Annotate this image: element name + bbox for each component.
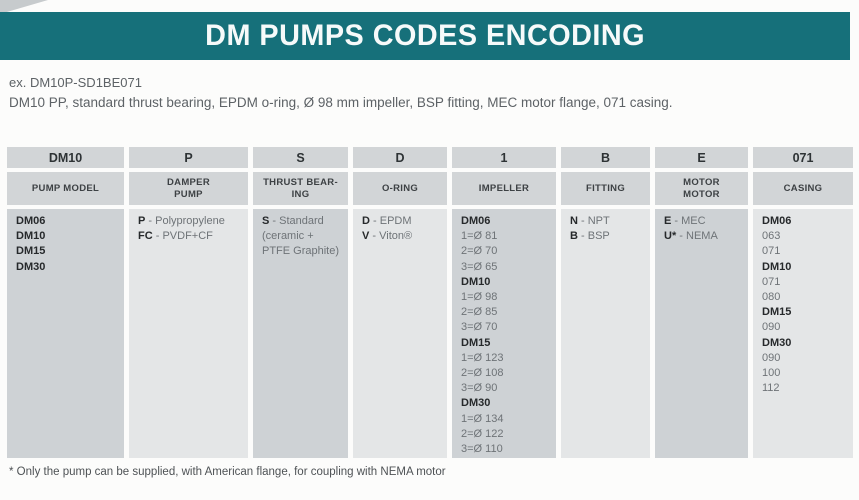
cell-line: DM15 [16, 245, 46, 258]
column-name-header: IMPELLER [452, 172, 556, 205]
column-name-header: MOTOR MOTOR [655, 172, 748, 205]
table-column-E: E MOTOR MOTOR E - MEC U* - NEMA [655, 147, 748, 458]
cell-line: 2=Ø 122 [461, 427, 504, 440]
cell-line: 100 [762, 367, 781, 380]
column-name-header: THRUST BEAR- ING [253, 172, 348, 205]
column-code-header: 071 [753, 147, 853, 168]
table-column-1: 1 IMPELLER DM06 1=Ø 81 2=Ø 70 3=Ø 65 DM10 1=Ø 9… [452, 147, 556, 458]
cell-line: DM10 [461, 275, 491, 288]
column-name-header: O-RING [353, 172, 447, 205]
cell-line: 080 [762, 291, 781, 304]
cell-line: P - Polypropylene [138, 215, 225, 227]
column-code-header: DM10 [7, 147, 124, 168]
cell-line: DM10 [16, 230, 46, 243]
footnote: * Only the pump can be supplied, with Am… [9, 466, 446, 478]
codes-table: DM10 PUMP MODEL DM06 DM10 DM15 DM30 P DAMPER PU… [7, 147, 853, 458]
cell-line: DM30 [762, 336, 792, 349]
table-column-DM10: DM10 PUMP MODEL DM06 DM10 DM15 DM30 [7, 147, 124, 458]
column-body-cell: DM06 1=Ø 81 2=Ø 70 3=Ø 65 DM10 1=Ø 98 2=Ø 85 3=… [452, 209, 556, 458]
column-name-header: FITTING [561, 172, 650, 205]
cell-line: 2=Ø 70 [461, 245, 498, 258]
cell-line: 071 [762, 245, 781, 258]
column-body-cell: D - EPDM V - Viton® [353, 209, 447, 458]
cell-line: 090 [762, 321, 781, 334]
column-code-header: P [129, 147, 248, 168]
table-column-071: 071 CASING DM06 063 071 DM10 071 080 DM15 090 DM30… [753, 147, 853, 458]
cell-line: 3=Ø 90 [461, 382, 498, 395]
column-code-header: E [655, 147, 748, 168]
cell-line: PTFE Graphite) [262, 245, 340, 258]
table-column-P: P DAMPER PUMP P - Polypropylene FC - PVDF+C… [129, 147, 248, 458]
cell-line: 1=Ø 81 [461, 230, 498, 243]
cell-line: DM30 [461, 397, 491, 410]
cell-line: DM06 [762, 215, 792, 227]
column-name-header: DAMPER PUMP [129, 172, 248, 205]
cell-line: 090 [762, 351, 781, 364]
example-code: ex. DM10P-SD1BE071 [9, 75, 142, 90]
column-name-header: PUMP MODEL [7, 172, 124, 205]
column-body-cell: P - Polypropylene FC - PVDF+CF [129, 209, 248, 458]
column-body-cell: E - MEC U* - NEMA [655, 209, 748, 458]
cell-line: DM06 [16, 215, 46, 227]
column-body-cell: S - Standard (ceramic + PTFE Graphite) [253, 209, 348, 458]
column-body-cell: DM06 DM10 DM15 DM30 [7, 209, 124, 458]
cell-line: DM10 [762, 260, 792, 273]
cell-line: B - BSP [570, 230, 610, 243]
cell-line: 112 [762, 382, 780, 395]
example-description: DM10 PP, standard thrust bearing, EPDM o… [9, 95, 673, 110]
cell-line: S - Standard [262, 215, 324, 227]
page-title: DM PUMPS CODES ENCODING [205, 19, 645, 52]
cell-line: E - MEC [664, 215, 706, 227]
column-code-header: S [253, 147, 348, 168]
table-column-S: S THRUST BEAR- ING S - Standard (ceramic + P… [253, 147, 348, 458]
cell-line: D - EPDM [362, 215, 412, 227]
cell-line: 1=Ø 98 [461, 291, 498, 304]
cell-line: 071 [762, 275, 781, 288]
column-code-header: 1 [452, 147, 556, 168]
cell-line: 063 [762, 230, 781, 243]
cell-line: (ceramic + [262, 230, 314, 243]
cell-line: DM15 [461, 336, 491, 349]
cell-line: 2=Ø 108 [461, 367, 504, 380]
column-code-header: D [353, 147, 447, 168]
column-name-header: CASING [753, 172, 853, 205]
cell-line: 3=Ø 110 [461, 443, 503, 456]
cell-line: U* - NEMA [664, 230, 718, 243]
cell-line: 1=Ø 123 [461, 351, 504, 364]
example-block: ex. DM10P-SD1BE071 DM10 PP, standard thr… [9, 74, 849, 111]
column-body-cell: DM06 063 071 DM10 071 080 DM15 090 DM30 090 100 112 [753, 209, 853, 458]
cell-line: 1=Ø 134 [461, 412, 504, 425]
cell-line: N - NPT [570, 215, 610, 227]
cell-line: DM06 [461, 215, 491, 227]
cell-line: DM30 [16, 260, 46, 273]
cell-line: 2=Ø 85 [461, 306, 498, 319]
column-code-header: B [561, 147, 650, 168]
table-column-B: B FITTING N - NPT B - BSP [561, 147, 650, 458]
table-column-D: D O-RING D - EPDM V - Viton® [353, 147, 447, 458]
cell-line: V - Viton® [362, 230, 413, 243]
column-body-cell: N - NPT B - BSP [561, 209, 650, 458]
title-bar: DM PUMPS CODES ENCODING [0, 12, 850, 60]
cell-line: 3=Ø 70 [461, 321, 498, 334]
cell-line: DM15 [762, 306, 792, 319]
cell-line: FC - PVDF+CF [138, 230, 213, 243]
cell-line: 3=Ø 65 [461, 260, 498, 273]
